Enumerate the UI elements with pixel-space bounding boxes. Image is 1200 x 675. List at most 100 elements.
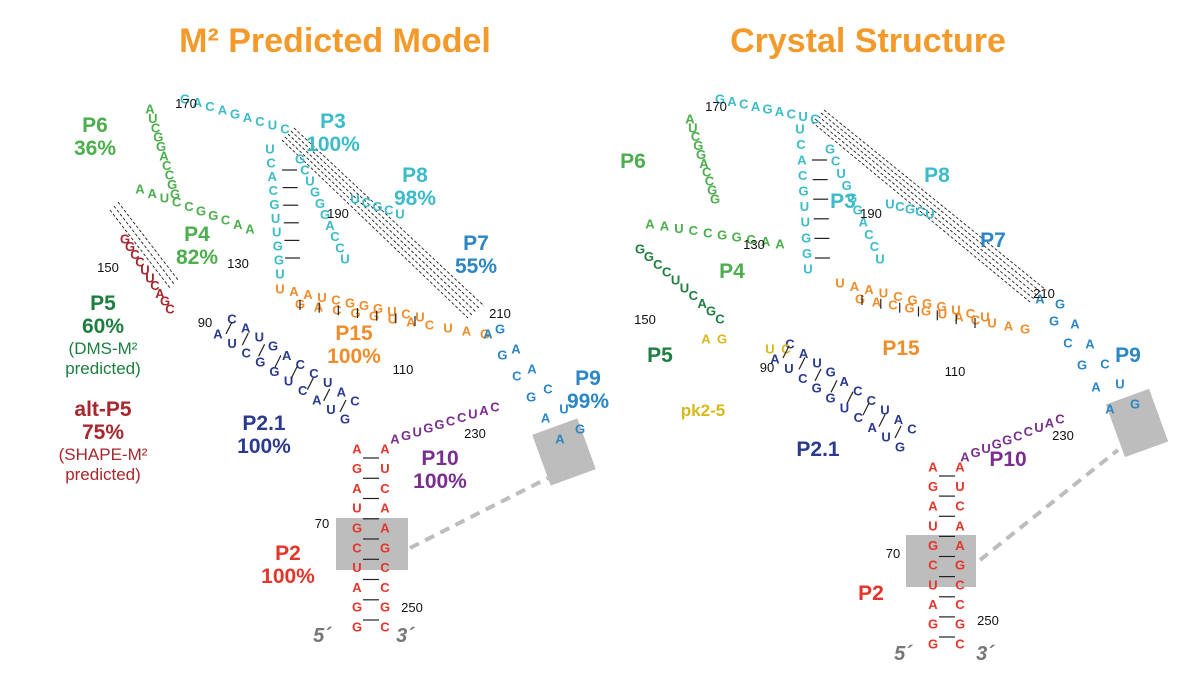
left-p21-3p-nt: A: [337, 384, 347, 399]
right-p6-nt: G: [693, 138, 703, 153]
right-p9-3p-nt: G: [1130, 396, 1140, 411]
left-p15-5p-nt: A: [303, 287, 313, 302]
right-p21-5p-nt: G: [895, 439, 905, 454]
right-p5-nt: C: [662, 265, 672, 280]
left-p15-3p-nt: A: [406, 314, 416, 329]
right-p2-3p-nt: C: [955, 597, 965, 612]
left-p15-5p-nt: A: [289, 284, 299, 299]
right-p9-5p-nt: A: [1091, 379, 1101, 394]
right-label-p15: P15: [882, 337, 920, 360]
left-p15-3p-nt: G: [369, 308, 379, 323]
left-loop-nt: C: [255, 114, 265, 129]
left-p6-nt: G: [170, 186, 180, 201]
right-pk-nt: G: [717, 331, 727, 346]
right-p3-3p-nt: G: [847, 190, 857, 205]
right-loop-nt: A: [775, 104, 785, 119]
left-p21-3p-nt: U: [255, 330, 264, 345]
right-label-p5: P5: [647, 344, 673, 367]
left-p8-nt: C: [362, 195, 372, 210]
right-p6-nt: G: [710, 191, 720, 206]
left-p8-nt: U: [395, 206, 404, 221]
left-num-90: 90: [198, 315, 212, 330]
right-p2-3p-nt: C: [955, 499, 965, 514]
left-p21-bond: [306, 377, 314, 390]
right-p3-5p-nt: U: [801, 215, 810, 230]
left-p15-3p-nt: C: [332, 302, 342, 317]
left-p6-nt: C: [162, 158, 172, 173]
left-p4-nt: U: [160, 190, 169, 205]
right-p3-3p-nt: C: [870, 239, 880, 254]
right-p15-5p-nt: G: [922, 296, 932, 311]
left-num-250: 250: [401, 600, 423, 615]
right-p10-nt: C: [1013, 428, 1023, 443]
right-p21-bond: [798, 357, 806, 370]
right-p3-3p-nt: G: [842, 178, 852, 193]
left-three-prime: 3´: [396, 625, 415, 647]
right-p15-3p-nt: C: [971, 312, 981, 327]
right-p2-3p-nt: U: [955, 479, 964, 494]
left-p15-5p-nt: U: [415, 309, 424, 324]
left-p9-3p-nt: U: [559, 401, 568, 416]
left-label-p4-pct: 82%: [176, 246, 218, 269]
left-five-prime: 5´: [313, 625, 332, 647]
left-p2-3p-nt: A: [380, 521, 390, 536]
right-p10-nt: A: [960, 449, 970, 464]
right-p2-5p-nt: G: [928, 479, 938, 494]
right-p2-5p-nt: G: [928, 538, 938, 553]
right-p5-nt: C: [715, 311, 725, 326]
left-p10-nt: A: [390, 431, 400, 446]
right-p21-5p-nt: C: [854, 410, 864, 425]
left-p2-3p-nt: C: [380, 560, 390, 575]
left-p2-5p-nt: G: [352, 521, 362, 536]
right-p2-3p-nt: C: [955, 577, 965, 592]
right-p2-3p-nt: A: [955, 538, 965, 553]
right-p15-5p-nt: U: [980, 309, 989, 324]
left-p10-nt: U: [468, 407, 477, 422]
left-p3-3p-nt: G: [310, 185, 320, 200]
left-p9-5p-nt: G: [526, 389, 536, 404]
left-p21-5p-nt: U: [284, 374, 293, 389]
left-p21-bond: [241, 332, 249, 346]
left-p3-5p-nt: G: [269, 197, 279, 212]
right-p2-5p-nt: U: [928, 577, 937, 592]
left-p5-note-1: (DMS-M²: [69, 339, 138, 358]
right-p9-5p-nt: A: [1105, 401, 1115, 416]
left-p9-box: [532, 418, 596, 486]
right-p4-nt: A: [775, 236, 785, 251]
right-p21-5p-nt: G: [826, 391, 836, 406]
left-p8-nt: G: [372, 199, 382, 214]
left-p4-nt: A: [135, 181, 145, 196]
left-p5-nt: G: [125, 239, 135, 254]
left-loop-nt: C: [205, 99, 215, 114]
left-p4-nt: C: [221, 213, 231, 228]
left-num-230: 230: [464, 426, 486, 441]
left-p21-3p-nt: U: [323, 375, 332, 390]
left-helix-labels: P6 36% P3 100% P8 98% P7 55% P4 82% P5 6…: [59, 110, 610, 588]
right-p15-5p-nt: C: [893, 289, 903, 304]
left-p10-nt: G: [401, 428, 411, 443]
right-loop-nt: A: [751, 99, 761, 114]
left-p2-box: [336, 518, 408, 570]
left-p9-3p-nt: G: [495, 321, 505, 336]
left-loop-nt: A: [243, 110, 253, 125]
right-p2-5p-nt: A: [928, 597, 938, 612]
left-num-130: 130: [227, 256, 249, 271]
left-p21-3p-nt: A: [282, 348, 292, 363]
left-p3-5p-nt: C: [269, 183, 279, 198]
left-p2-5p-nt: C: [352, 540, 362, 555]
right-loop-nt: G: [715, 91, 725, 106]
left-p15-3p-nt: G: [480, 326, 490, 341]
right-p21-3p-nt: A: [840, 374, 850, 389]
left-p10-nt: A: [479, 403, 489, 418]
left-box-connector: [409, 476, 549, 550]
left-label-p2-1: P2.1: [242, 412, 286, 435]
right-p15-3p-nt: G: [904, 300, 914, 315]
right-p3-5p-nt: C: [798, 168, 808, 183]
left-label-p3-pct: 100%: [306, 133, 360, 156]
right-p8-nt: U: [925, 206, 934, 221]
left-p15-5p-nt: C: [331, 293, 341, 308]
right-p3-5p-nt: U: [803, 261, 812, 276]
left-p10-nt: C: [446, 414, 456, 429]
left-num-190: 190: [327, 206, 349, 221]
right-p2-5p-nt: A: [928, 499, 938, 514]
